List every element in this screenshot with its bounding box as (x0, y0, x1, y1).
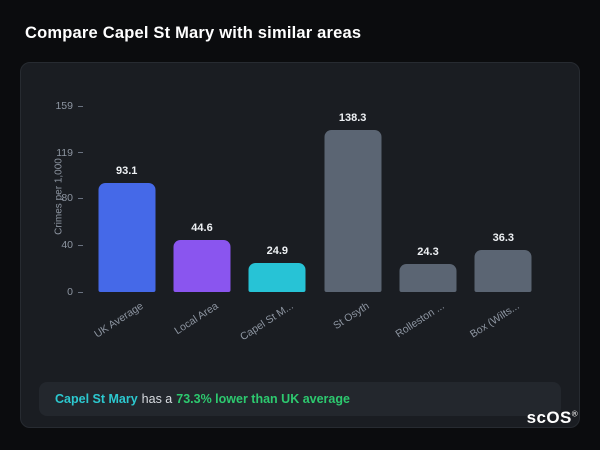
plot-area: 0 40 80 119 159 93.1 UK Average 44.6 Local Area 2… (55, 100, 541, 343)
chart-card: Crimes per 1,000 0 40 80 119 159 93.1 UK Avera… (20, 62, 580, 428)
y-tick: 40 (29, 239, 83, 251)
bar-slot: 24.3 Rolleston ... (390, 106, 465, 340)
bar-slot: 44.6 Local Area (164, 106, 239, 337)
bar-slot: 36.3 Box (Wilts... (466, 106, 541, 341)
logo-text: scOS (526, 408, 572, 427)
y-tick: 80 (29, 192, 83, 204)
bar-value-label: 36.3 (492, 231, 515, 244)
bar-uk-average[interactable] (98, 183, 156, 292)
note-highlight: 73.3% lower than UK average (176, 392, 350, 406)
y-tick: 119 (29, 147, 83, 159)
y-tick-mark (78, 291, 83, 293)
y-tick-label: 40 (61, 239, 73, 252)
bar-slot: 93.1 UK Average (89, 106, 164, 340)
scos-logo: scOS® (527, 408, 578, 428)
bar-box-wilts[interactable] (474, 249, 532, 292)
page-title: Compare Capel St Mary with similar areas (25, 24, 362, 42)
y-tick-label: 0 (67, 286, 73, 298)
note-text: has a (141, 392, 173, 406)
bar-value-label: 44.6 (191, 221, 213, 234)
bar-local-area[interactable] (173, 239, 231, 292)
y-tick: 159 (29, 100, 83, 112)
comparison-note: Capel St Mary has a 73.3% lower than UK … (39, 382, 561, 416)
y-tick: 0 (29, 286, 83, 298)
bar-rolleston[interactable] (399, 263, 457, 292)
logo-reg-mark: ® (571, 409, 578, 419)
bar-st-osyth[interactable] (324, 130, 382, 292)
bar-slot: 138.3 St Osyth (315, 106, 390, 332)
bar-value-label: 138.3 (338, 112, 367, 125)
y-tick-mark (78, 197, 83, 199)
note-area-name: Capel St Mary (55, 392, 138, 406)
y-tick-label: 119 (56, 146, 73, 159)
y-tick-mark (78, 244, 83, 246)
bar-value-label: 24.9 (266, 244, 289, 257)
bar-capel-st-m[interactable] (248, 262, 306, 292)
y-tick-label: 80 (61, 192, 73, 205)
bar-value-label: 24.3 (417, 245, 439, 258)
y-tick-mark (78, 152, 83, 154)
y-tick-mark (78, 105, 83, 107)
bar-value-label: 93.1 (115, 165, 138, 178)
bar-slot: 24.9 Capel St M... (238, 106, 315, 343)
y-tick-label: 159 (55, 100, 73, 112)
